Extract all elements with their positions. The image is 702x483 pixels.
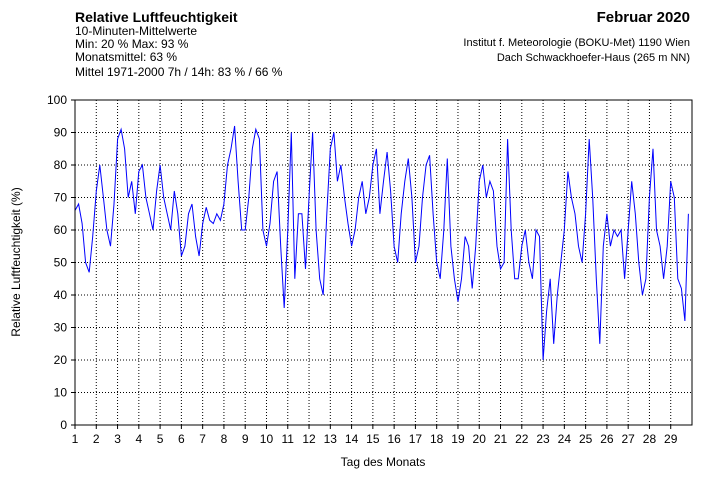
y-tick-label: 70: [54, 191, 68, 205]
x-tick-label: 16: [387, 432, 401, 446]
x-tick-label: 14: [345, 432, 359, 446]
x-tick-label: 12: [302, 432, 316, 446]
subtitle-right: Dach Schwackhoefer-Haus (265 m NN): [497, 52, 690, 64]
subtitle: 10-Minuten-Mittelwerte: [75, 24, 197, 38]
x-tick-label: 10: [260, 432, 274, 446]
x-tick-label: 24: [558, 432, 572, 446]
y-tick-label: 60: [54, 223, 68, 237]
x-tick-label: 9: [242, 432, 249, 446]
x-tick-label: 11: [282, 432, 295, 446]
x-tick-label: 1: [72, 432, 79, 446]
x-tick-label: 3: [114, 432, 121, 446]
x-tick-label: 4: [135, 432, 142, 446]
subtitle-right: Institut f. Meteorologie (BOKU-Met) 1190…: [463, 37, 690, 49]
x-tick-label: 29: [664, 432, 678, 446]
y-axis-label: Relative Luftfeuchtigkeit (%): [9, 187, 23, 336]
x-tick-label: 21: [494, 432, 508, 446]
x-tick-label: 8: [221, 432, 228, 446]
x-tick-label: 20: [473, 432, 487, 446]
title-right: Februar 2020: [597, 9, 690, 26]
x-tick-label: 7: [199, 432, 206, 446]
x-tick-label: 5: [157, 432, 164, 446]
plot-frame: [74, 99, 693, 426]
x-tick-label: 17: [409, 432, 423, 446]
y-tick-label: 10: [54, 386, 68, 400]
x-tick-label: 19: [451, 432, 465, 446]
x-tick-label: 22: [515, 432, 529, 446]
x-axis-label: Tag des Monats: [341, 455, 426, 469]
x-tick-label: 6: [178, 432, 185, 446]
x-tick-label: 13: [324, 432, 338, 446]
subtitle: Mittel 1971-2000 7h / 14h: 83 % / 66 %: [75, 65, 283, 79]
x-tick-label: 23: [536, 432, 550, 446]
x-tick-label: 2: [93, 432, 100, 446]
x-tick-label: 28: [643, 432, 657, 446]
x-tick-label: 26: [600, 432, 614, 446]
chart-title: Relative Luftfeuchtigkeit: [75, 9, 238, 25]
y-tick-label: 90: [54, 126, 68, 140]
y-tick-label: 100: [47, 93, 67, 107]
x-tick-label: 15: [366, 432, 380, 446]
y-tick-label: 0: [60, 418, 67, 432]
x-tick-label: 27: [621, 432, 635, 446]
data-line: [74, 125, 689, 361]
y-tick-label: 50: [54, 256, 68, 270]
y-tick-label: 30: [54, 321, 68, 335]
subtitle: Min: 20 % Max: 93 %: [75, 37, 189, 51]
y-tick-label: 20: [54, 353, 68, 367]
y-tick-label: 80: [54, 158, 68, 172]
x-tick-label: 25: [579, 432, 593, 446]
x-tick-label: 18: [430, 432, 444, 446]
y-tick-label: 40: [54, 288, 68, 302]
subtitle: Monatsmittel: 63 %: [75, 50, 177, 64]
